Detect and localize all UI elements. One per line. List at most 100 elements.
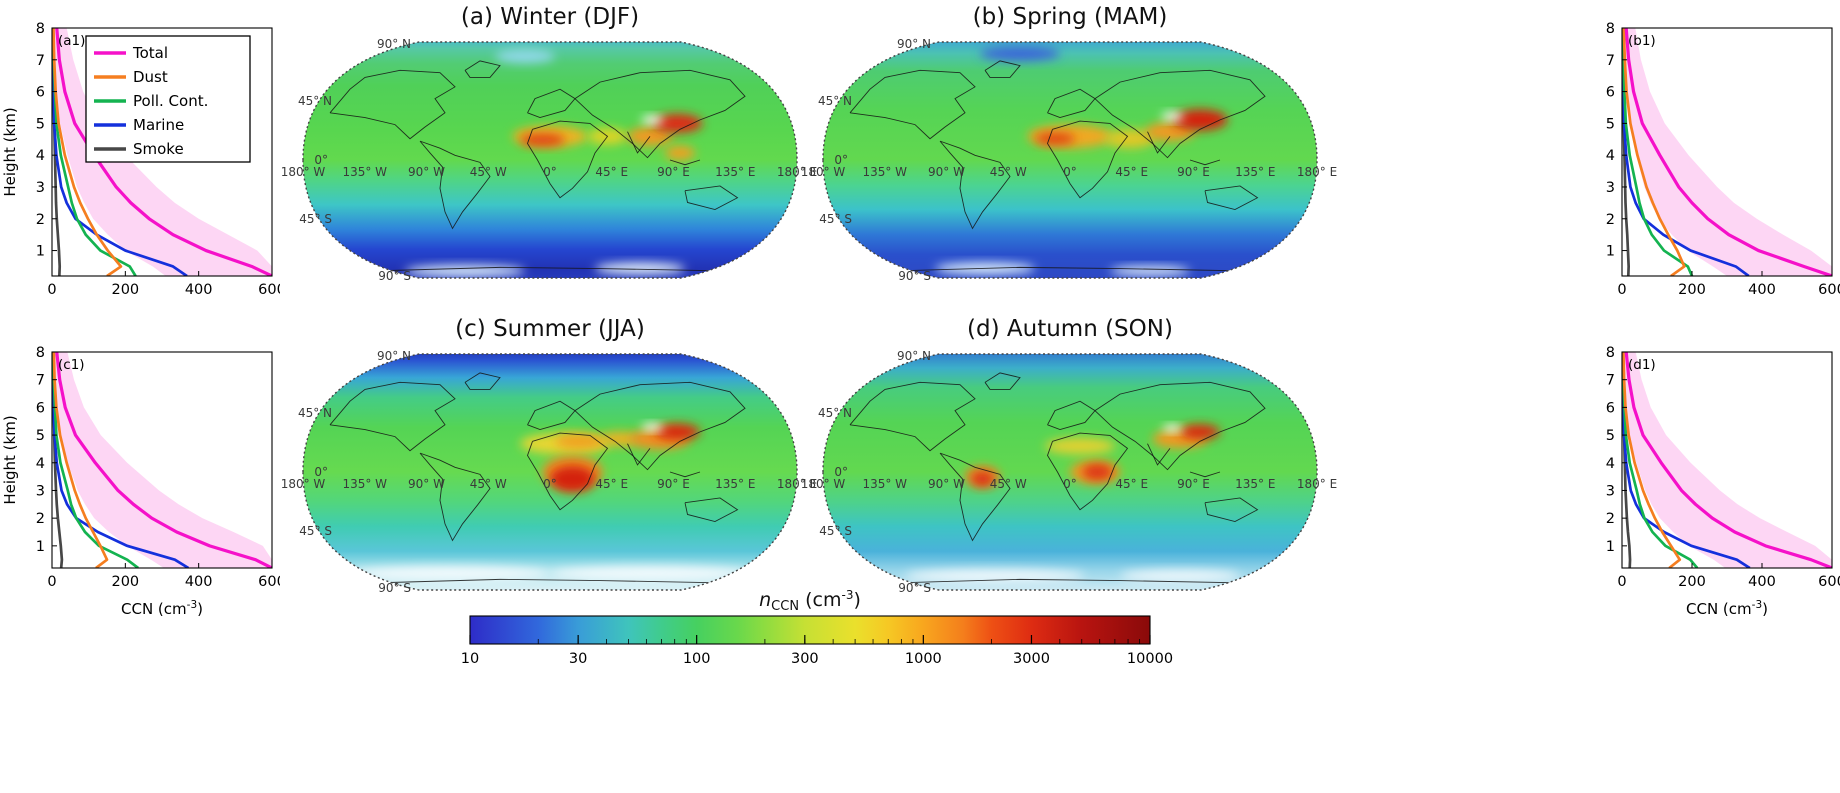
lat-label: 90° N [377, 37, 411, 51]
ccn-hotspot [595, 262, 685, 275]
map-title-summer: (c) Summer (JJA) [455, 316, 645, 342]
map-outline [822, 41, 1318, 279]
map-outline [822, 353, 1318, 591]
ccn-hotspot [1161, 112, 1184, 121]
lon-label: 90° W [928, 165, 965, 179]
profile-plot-area [1622, 28, 1832, 276]
y-tick-label: 6 [1606, 400, 1615, 416]
map-title-spring: (b) Spring (MAM) [972, 4, 1168, 30]
profile-panel-d1: 0 200 400 600 1 2 3 4 5 6 7 8 (d1) CCN (cm-3) [1606, 346, 1840, 618]
coastline [684, 497, 739, 523]
coastline [984, 60, 1021, 78]
map-outline [302, 41, 798, 279]
x-tick-label: 0 [1617, 574, 1626, 590]
profile-line-dust [52, 352, 109, 568]
x-tick-label: 200 [111, 574, 139, 590]
lat-label: 45° S [819, 212, 852, 226]
coastline [1047, 120, 1129, 199]
ccn-hotspot [1082, 463, 1113, 481]
lon-label: 180° E [777, 165, 817, 179]
lat-label: 45° N [298, 94, 332, 108]
coastline [329, 381, 456, 452]
panel-label: (d1) [1628, 357, 1656, 373]
coastline [527, 120, 609, 199]
coastline [627, 131, 651, 154]
ccn-hotspot [665, 145, 695, 160]
y-tick-label: 7 [1606, 373, 1615, 389]
x-tick-label: 400 [1748, 282, 1776, 298]
ccn-hotspot [655, 423, 700, 441]
x-tick-label: 600 [1818, 282, 1840, 298]
colorbar-tick-label: 3000 [1013, 651, 1050, 667]
map-block-spring: (b) Spring (MAM) 180° W 135° W 90° W 45° W 0… [790, 2, 1350, 300]
ccn-hotspot [641, 423, 664, 431]
lon-label: 45° E [595, 165, 628, 179]
lon-label: 135° E [715, 477, 755, 491]
lon-label: 90° E [1177, 477, 1210, 491]
x-axis-title: CCN (cm-3) [1686, 599, 1768, 618]
y-tick-label: 8 [36, 346, 45, 361]
profile-line-dust [1622, 352, 1682, 568]
total-uncertainty-band [1623, 28, 1832, 276]
y-tick-label: 7 [36, 53, 45, 69]
lon-label: 90° E [657, 165, 690, 179]
coastline [984, 372, 1021, 390]
coastline [1094, 381, 1266, 471]
y-tick-label: 3 [36, 483, 45, 499]
y-tick-label: 3 [36, 180, 45, 196]
ccn-hotspot [1105, 129, 1155, 149]
y-tick-label: 4 [36, 456, 45, 472]
y-tick-label: 4 [1606, 148, 1615, 164]
map-raster [823, 354, 1317, 590]
coastline [849, 381, 976, 452]
ccn-hotspot [495, 49, 555, 64]
coastline [464, 372, 501, 390]
coastline [1189, 159, 1221, 166]
colorbar-frame [469, 615, 1151, 645]
coastline [894, 578, 1246, 584]
legend-label: Total [132, 44, 168, 62]
legend-label: Smoke [133, 140, 184, 158]
y-tick-label: 6 [36, 400, 45, 416]
y-tick-label: 2 [1606, 511, 1615, 527]
y-tick-label: 8 [1606, 346, 1615, 361]
lon-label: 180° E [777, 477, 817, 491]
lat-label: 0° [314, 465, 328, 479]
ccn-hotspot [971, 472, 994, 487]
map-raster [823, 42, 1317, 278]
lon-label: 135° W [862, 477, 907, 491]
lon-label: 180° W [281, 477, 326, 491]
y-tick-label: 5 [1606, 116, 1615, 132]
x-tick-label: 400 [1748, 574, 1776, 590]
profile-panel-b1: 0 200 400 600 1 2 3 4 5 6 7 8 (b1) [1606, 22, 1840, 298]
axes-frame [1621, 351, 1833, 569]
lon-label: 45° E [1115, 165, 1148, 179]
coastline [1047, 432, 1129, 511]
colorbar-tick-label: 100 [683, 651, 711, 667]
lon-label: 90° W [408, 165, 445, 179]
x-tick-label: 400 [185, 574, 213, 590]
map-block-summer: (c) Summer (JJA) 180° W 135° W 90° W 45° W 0… [270, 314, 830, 612]
y-tick-label: 2 [36, 511, 45, 527]
lon-label: 45° W [990, 165, 1027, 179]
x-tick-label: 0 [47, 574, 56, 590]
ccn-hotspot [1172, 109, 1228, 131]
colorbar-title-sup: -3 [841, 588, 854, 602]
map-raster [303, 354, 797, 590]
coastline [669, 471, 701, 478]
lon-label: 90° W [408, 477, 445, 491]
total-uncertainty-band [53, 28, 272, 276]
x-tick-label: 600 [1818, 574, 1840, 590]
lat-label: 0° [834, 465, 848, 479]
coastline [574, 381, 746, 471]
ccn-hotspot [905, 569, 1085, 583]
colorbar-block: nCCN (cm-3) 10 30 100 300 1000 3000 10000 [430, 582, 1190, 678]
x-tick-label: 200 [111, 282, 139, 298]
y-tick-label: 8 [1606, 22, 1615, 37]
lat-label: 0° [834, 153, 848, 167]
lon-label: 135° E [1235, 165, 1275, 179]
x-tick-label: 0 [1617, 282, 1626, 298]
colorbar-title-end: ) [853, 589, 861, 611]
y-tick-label: 2 [1606, 212, 1615, 228]
lon-label: 135° E [1235, 477, 1275, 491]
